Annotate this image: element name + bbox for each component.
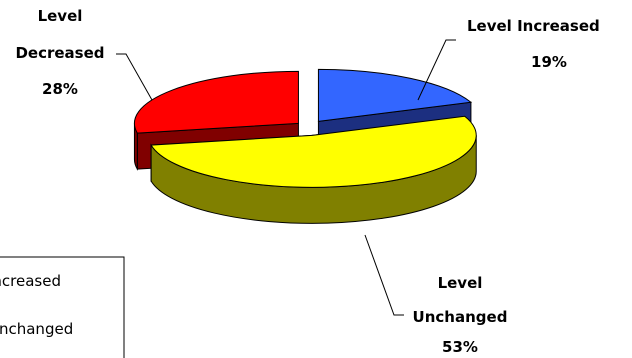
slice-top-unchanged — [150, 115, 477, 188]
slice-label-decreased-line2: Decreased — [15, 44, 104, 62]
leader-line-unchanged — [364, 234, 404, 316]
leader-line-increased — [417, 39, 456, 101]
slice-value-decreased: 28% — [42, 80, 78, 98]
slice-top-decreased — [133, 70, 299, 134]
pie-tops — [133, 68, 477, 188]
legend-item-unchanged: Unchanged — [0, 320, 73, 338]
legend: Increased Unchanged — [0, 256, 125, 358]
leader-line-decreased — [116, 53, 153, 101]
slice-value-increased: 19% — [531, 53, 567, 71]
slice-value-unchanged: 53% — [442, 338, 478, 356]
legend-box — [0, 256, 125, 358]
slice-label-unchanged-line2: Unchanged — [413, 308, 508, 326]
slice-top-increased — [317, 68, 473, 122]
legend-item-increased: Increased — [0, 272, 61, 290]
slice-label-decreased-line1: Level — [38, 7, 83, 25]
slice-label-unchanged-line1: Level — [438, 274, 483, 292]
slice-label-increased: Level Increased — [467, 17, 600, 35]
